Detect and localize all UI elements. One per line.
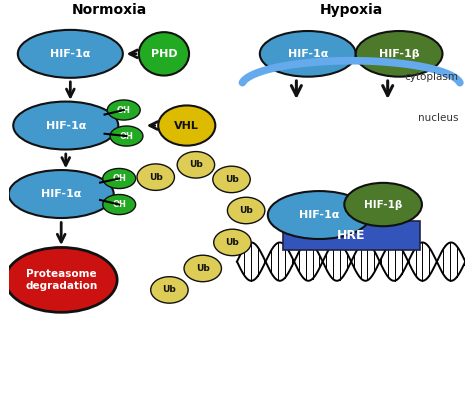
Text: HIF-1β: HIF-1β bbox=[379, 49, 419, 59]
Ellipse shape bbox=[9, 170, 114, 218]
Ellipse shape bbox=[228, 197, 265, 224]
Text: HIF-1α: HIF-1α bbox=[50, 49, 91, 59]
Ellipse shape bbox=[151, 277, 188, 303]
Text: Ub: Ub bbox=[196, 264, 210, 273]
Ellipse shape bbox=[103, 195, 136, 215]
Text: Ub: Ub bbox=[149, 173, 163, 182]
FancyBboxPatch shape bbox=[283, 221, 419, 250]
Text: OH: OH bbox=[117, 105, 131, 114]
Ellipse shape bbox=[137, 164, 174, 190]
Text: HIF-1α: HIF-1α bbox=[46, 121, 86, 131]
Ellipse shape bbox=[110, 126, 143, 146]
Text: cytoplasm: cytoplasm bbox=[404, 72, 458, 82]
Ellipse shape bbox=[356, 31, 443, 77]
Text: OH: OH bbox=[112, 200, 126, 209]
Ellipse shape bbox=[103, 169, 136, 189]
Text: HIF-1β: HIF-1β bbox=[364, 199, 402, 209]
Text: Normoxia: Normoxia bbox=[72, 2, 147, 17]
Text: Ub: Ub bbox=[163, 285, 176, 294]
Ellipse shape bbox=[344, 183, 422, 226]
Text: Proteasome
degradation: Proteasome degradation bbox=[25, 269, 97, 291]
Text: Ub: Ub bbox=[225, 175, 238, 184]
Ellipse shape bbox=[177, 152, 215, 178]
Text: Ub: Ub bbox=[239, 206, 253, 215]
Text: Ub: Ub bbox=[226, 238, 239, 247]
Text: VHL: VHL bbox=[174, 121, 199, 131]
Text: OH: OH bbox=[112, 174, 126, 183]
Ellipse shape bbox=[213, 166, 250, 192]
Text: HRE: HRE bbox=[337, 229, 365, 242]
Ellipse shape bbox=[158, 105, 215, 146]
Text: HIF-1α: HIF-1α bbox=[41, 189, 82, 199]
Ellipse shape bbox=[139, 32, 189, 76]
Ellipse shape bbox=[184, 255, 221, 282]
Ellipse shape bbox=[18, 30, 123, 78]
Ellipse shape bbox=[260, 31, 356, 77]
Text: Ub: Ub bbox=[189, 160, 203, 169]
Text: PHD: PHD bbox=[151, 49, 177, 59]
Text: OH: OH bbox=[119, 132, 134, 140]
Ellipse shape bbox=[13, 102, 118, 150]
Ellipse shape bbox=[107, 100, 140, 120]
Text: HIF-1α: HIF-1α bbox=[299, 210, 339, 220]
Text: nucleus: nucleus bbox=[418, 113, 458, 123]
Ellipse shape bbox=[214, 229, 251, 256]
Ellipse shape bbox=[5, 247, 117, 312]
Ellipse shape bbox=[268, 191, 371, 239]
Text: Hypoxia: Hypoxia bbox=[319, 2, 383, 17]
Text: HIF-1α: HIF-1α bbox=[288, 49, 328, 59]
